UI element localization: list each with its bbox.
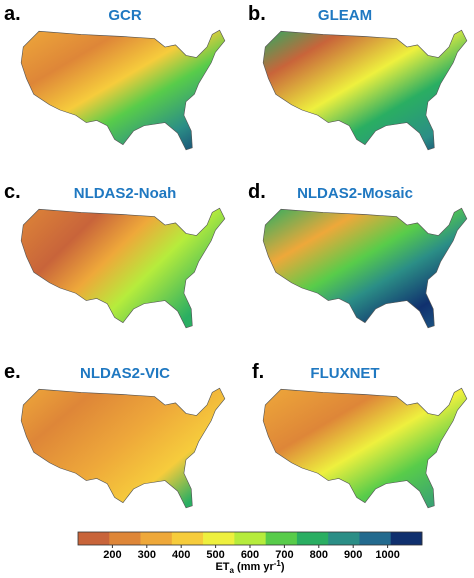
label-exponent: -1 — [274, 559, 282, 568]
tick-label: 300 — [138, 549, 156, 561]
label-units: (mm yr — [234, 561, 274, 573]
panel: f. FLUXNET — [252, 361, 468, 509]
panel: e. NLDAS2-VIC — [4, 361, 226, 509]
tick-label: 700 — [275, 549, 293, 561]
panel-label: c. — [4, 181, 21, 203]
colorbar-segment — [171, 532, 204, 545]
panel: c. NLDAS2-Noah — [4, 181, 226, 329]
map — [262, 29, 468, 151]
label-subscript: a — [230, 566, 235, 575]
colorbar-segment — [234, 532, 266, 545]
tick-label: 900 — [344, 549, 362, 561]
map — [262, 207, 468, 329]
label-symbol: ET — [215, 561, 229, 573]
map — [20, 29, 226, 151]
map — [262, 387, 468, 509]
panel-label: e. — [4, 361, 21, 383]
tick-label: 500 — [206, 549, 224, 561]
colorbar-segment — [140, 532, 173, 545]
panel-label: d. — [248, 181, 266, 203]
label-close: ) — [281, 561, 285, 573]
panel-title: GCR — [108, 7, 142, 24]
tick-label: 800 — [310, 549, 328, 561]
colorbar-segment — [203, 532, 235, 545]
panel-label: a. — [4, 3, 21, 25]
panel-title: NLDAS2-Noah — [74, 185, 177, 202]
panel-title: NLDAS2-Mosaic — [297, 185, 413, 202]
panel: b. GLEAM — [248, 3, 468, 151]
colorbar-segment — [296, 532, 329, 545]
colorbar-label: ETa (mm yr-1) — [215, 559, 284, 575]
map — [20, 207, 226, 329]
tick-label: 400 — [172, 549, 190, 561]
panel-title: GLEAM — [318, 7, 372, 24]
colorbar-segment — [265, 532, 298, 545]
panel-title: FLUXNET — [310, 365, 379, 382]
tick-label: 600 — [241, 549, 259, 561]
colorbar-segment — [328, 532, 360, 545]
map — [20, 387, 226, 509]
colorbar-segment — [390, 532, 423, 545]
panel-title: NLDAS2-VIC — [80, 365, 170, 382]
tick-label: 1000 — [375, 549, 399, 561]
colorbar-segment — [78, 532, 110, 545]
colorbar: 200 300 400 500 600 700 800 900 1000 — [77, 531, 423, 561]
colorbar-segment — [109, 532, 141, 545]
panel-label: f. — [252, 361, 264, 383]
panel-label: b. — [248, 3, 266, 25]
panel: a. GCR — [4, 3, 226, 151]
tick-label: 200 — [103, 549, 121, 561]
colorbar-segment — [359, 532, 392, 545]
panel: d. NLDAS2-Mosaic — [248, 181, 468, 329]
